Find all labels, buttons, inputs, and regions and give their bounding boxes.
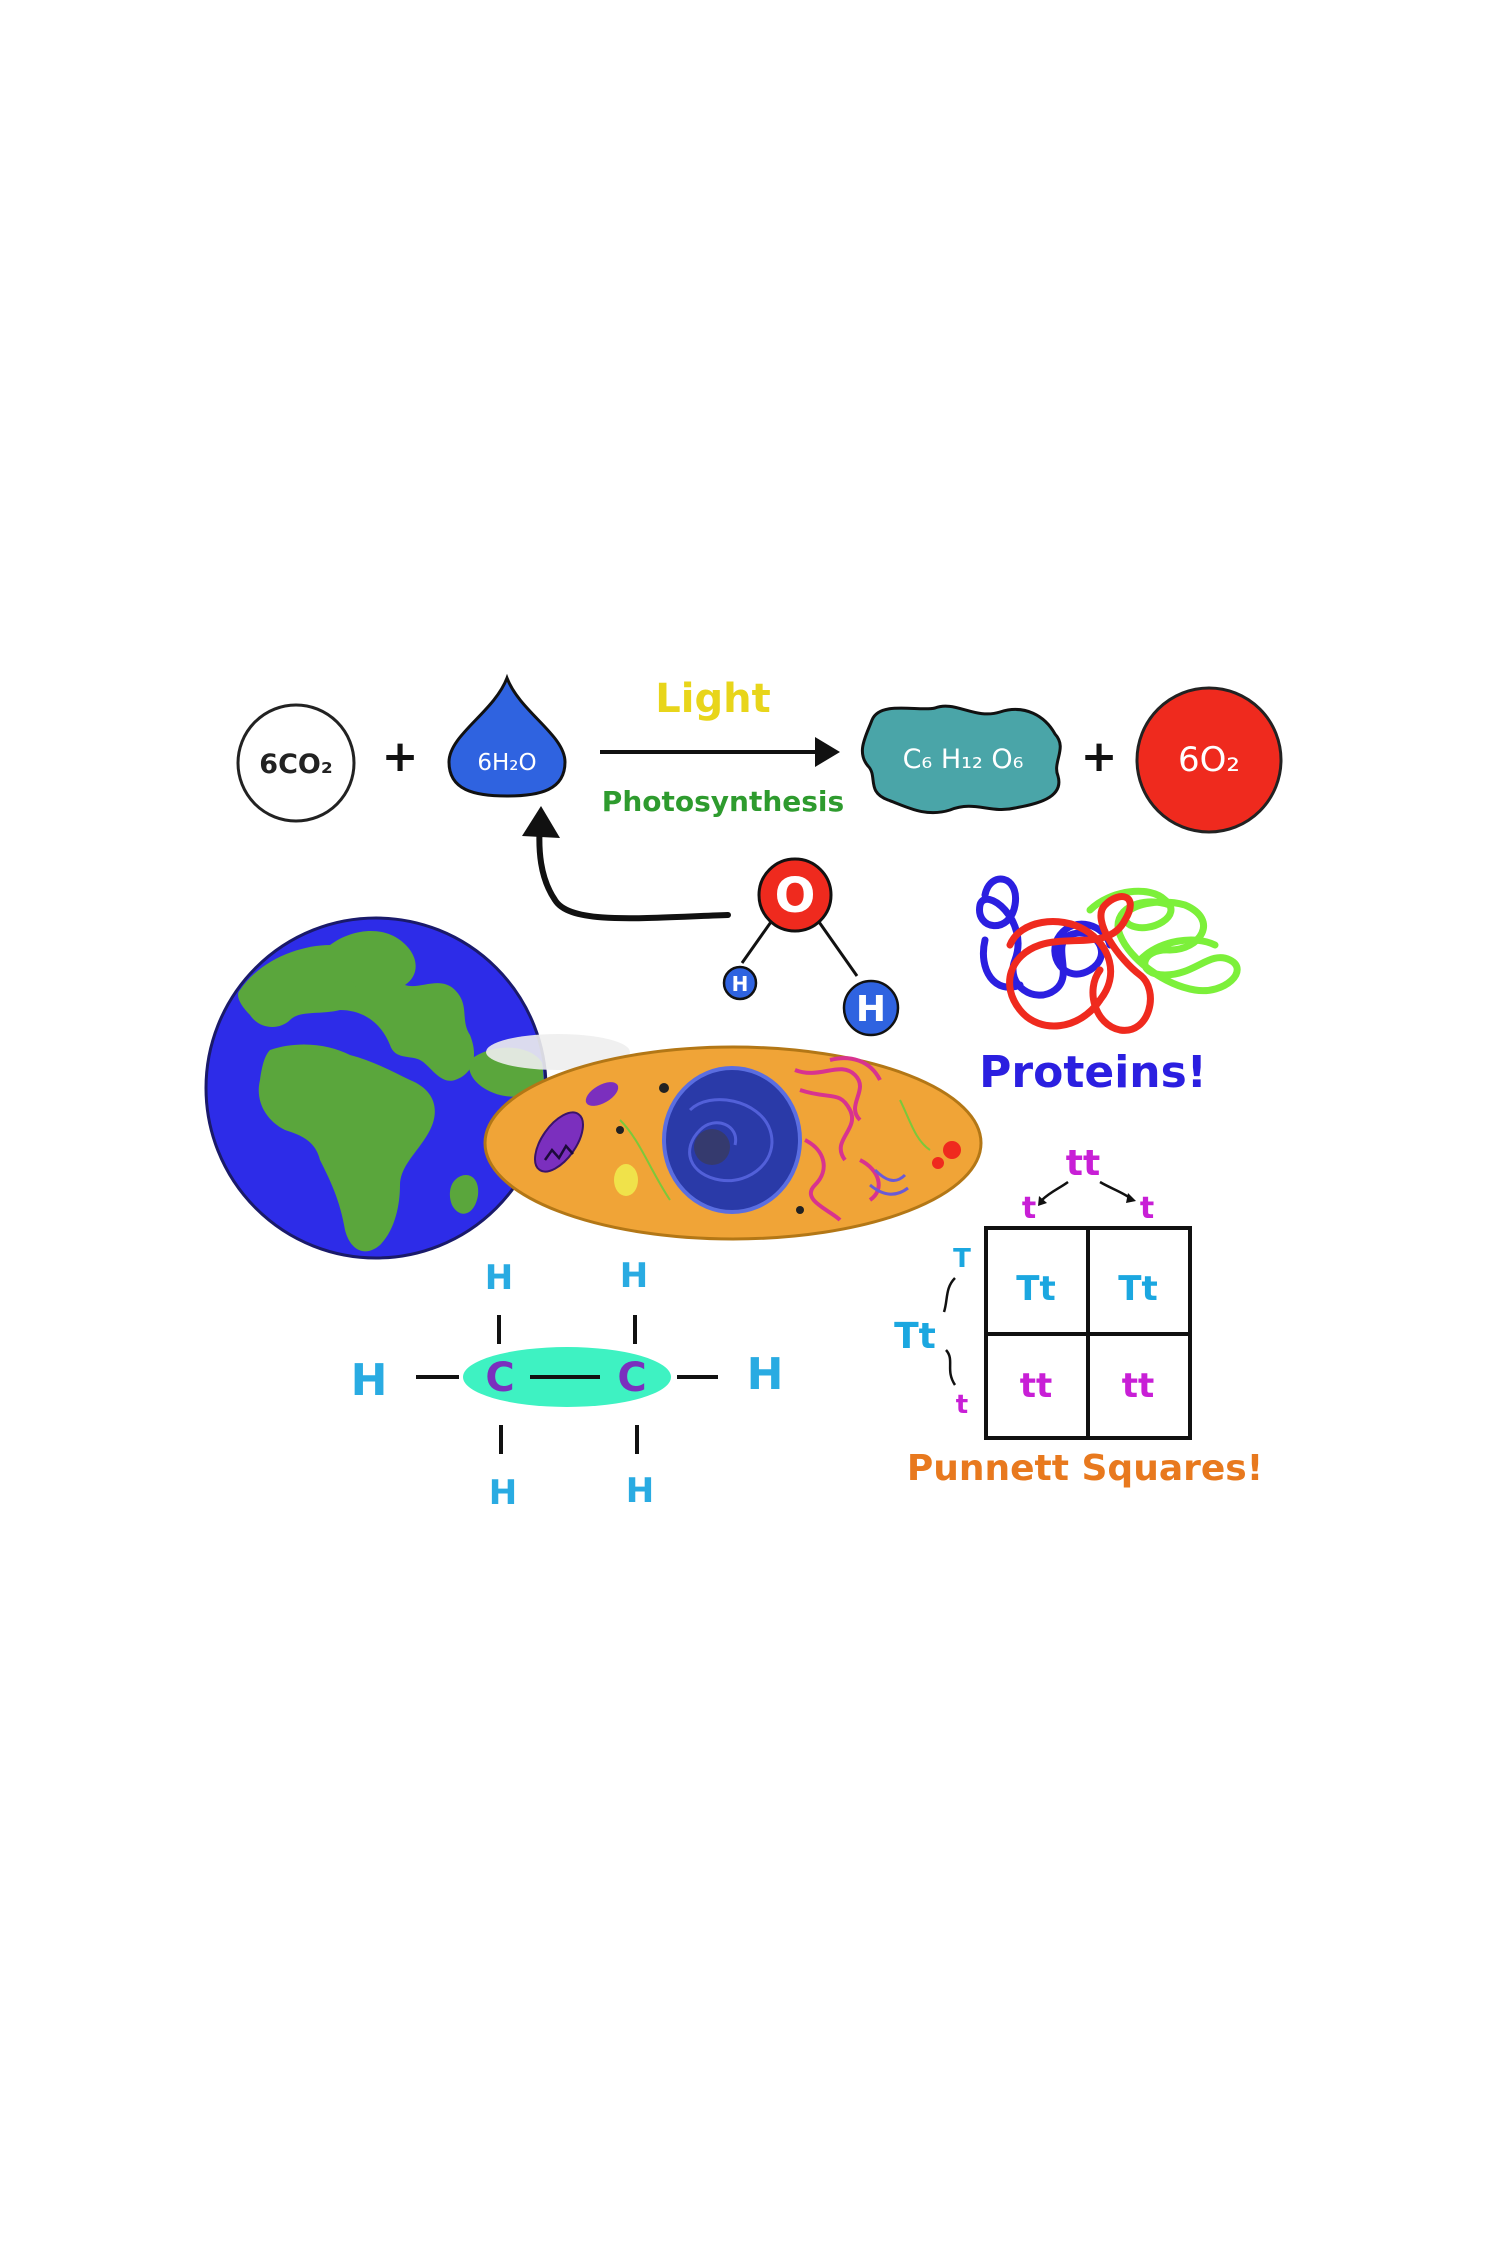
h-top-right-label: H	[620, 1256, 648, 1296]
punnett-cell: tt	[1020, 1366, 1053, 1406]
punnett-cell: tt	[1122, 1366, 1155, 1406]
protein-scribble-icon	[976, 875, 1241, 1034]
oxygen-atom	[757, 857, 833, 933]
photosynthesis-label: Photosynthesis	[602, 785, 844, 818]
plus-sign-2: +	[1081, 731, 1118, 782]
lysosome	[614, 1164, 638, 1196]
vesicle-red-1	[943, 1141, 961, 1159]
o2-label: 6O₂	[1178, 740, 1240, 780]
carbon-left-label: C	[485, 1355, 514, 1401]
punnett-square: tt t t Tt T t Tt Tt tt tt Punnett Square…	[894, 1143, 1263, 1489]
hydrogen-left-label: H	[732, 972, 749, 996]
plus-sign-1: +	[382, 731, 419, 782]
vesicle-red-2	[932, 1157, 944, 1169]
ribosome-1	[659, 1083, 669, 1093]
endoplasmic-reticulum	[794, 1056, 882, 1222]
h-top-left-label: H	[485, 1258, 513, 1298]
h2o-label: 6H₂O	[477, 750, 536, 776]
earth-island-2	[449, 1175, 479, 1214]
proteins-label: Proteins!	[979, 1047, 1207, 1098]
earth-continent-africa	[258, 1044, 435, 1252]
earth-continent-top	[238, 930, 475, 1081]
co2-circle	[236, 703, 356, 823]
golgi-apparatus	[869, 1168, 909, 1196]
curved-arrow-head	[522, 806, 560, 838]
oxygen-label: O	[775, 868, 816, 924]
top-allele-right: t	[1140, 1191, 1154, 1226]
co2-label: 6CO₂	[259, 749, 332, 780]
punnett-cell: Tt	[1118, 1269, 1157, 1309]
light-label: Light	[655, 676, 770, 722]
side-allele-bottom: t	[956, 1390, 968, 1420]
curved-arrow-icon	[536, 819, 731, 922]
ethane-molecule: C C H H H H H H	[351, 1256, 784, 1513]
punnett-cell: Tt	[1016, 1269, 1055, 1309]
side-allele-top: T	[953, 1244, 971, 1274]
punnett-label: Punnett Squares!	[907, 1448, 1263, 1489]
carbon-right-label: C	[617, 1355, 646, 1401]
nucleolus	[694, 1129, 730, 1165]
top-parent-genotype: tt	[1066, 1143, 1100, 1184]
earth-globe-icon	[204, 916, 548, 1260]
o2-circle	[1135, 686, 1283, 834]
photosynthesis-equation: 6CO₂ + 6H₂O Light Photosynthesis C₆ H₁₂ …	[236, 673, 1283, 834]
h-right-label: H	[747, 1349, 784, 1400]
h-bottom-left-label: H	[489, 1473, 517, 1513]
ribosome-3	[796, 1206, 804, 1214]
side-parent-genotype: Tt	[894, 1316, 936, 1357]
h-bottom-right-label: H	[626, 1471, 654, 1511]
h-left-label: H	[351, 1355, 388, 1406]
glucose-cloud-icon	[860, 704, 1062, 815]
glucose-label: C₆ H₁₂ O₆	[903, 744, 1024, 775]
nucleus	[662, 1066, 802, 1214]
hydrogen-atom-small	[722, 965, 758, 1001]
water-drop-icon	[447, 673, 567, 798]
hydrogen-atom-large	[842, 979, 900, 1037]
ribosome-2	[616, 1126, 624, 1134]
earth-island-1	[332, 979, 356, 1002]
reaction-arrow-head	[815, 737, 840, 767]
vacuole	[585, 1082, 619, 1106]
water-molecule: O H H	[722, 857, 900, 1037]
cell-illustration-icon	[483, 1034, 983, 1241]
hydrogen-right-label: H	[856, 989, 886, 1030]
top-allele-left: t	[1022, 1191, 1036, 1226]
